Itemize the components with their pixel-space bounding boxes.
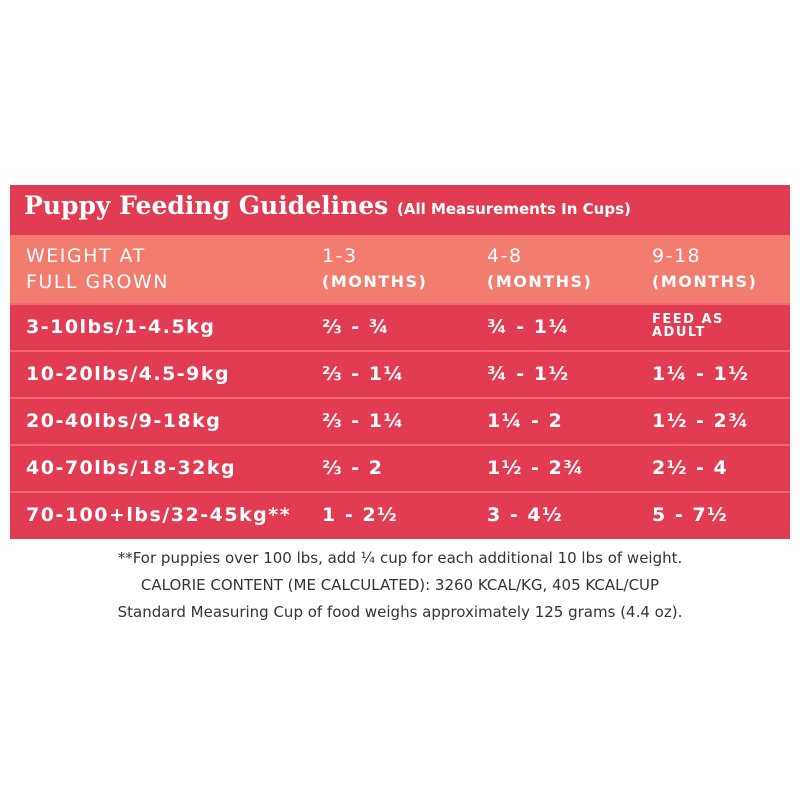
table-cell: 3 - 4½ [487,504,564,526]
table-cell: 1¼ - 2 [487,410,564,432]
header-line: 9-18 [652,245,702,267]
table-row: 70-100+lbs/32-45kg** 1 - 2½ 3 - 4½ 5 - 7½ [10,491,790,538]
table-cell: 40-70lbs/18-32kg [26,457,237,479]
header-line: (MONTHS) [322,272,428,291]
header-line: 4-8 [487,245,523,267]
notes: **For puppies over 100 lbs, add ¼ cup fo… [0,545,800,626]
header-line: 1-3 [322,245,358,267]
subtitle: (All Measurements In Cups) [396,200,631,218]
header-line: (MONTHS) [487,272,593,291]
header-line: (MONTHS) [652,272,758,291]
table-cell: ⅔ - 2 [322,457,384,479]
table-cell: ¾ - 1¼ [487,316,570,338]
header-line: WEIGHT AT [26,245,146,267]
table-cell: 1½ - 2¾ [487,457,585,479]
table-cell: 1½ - 2¾ [652,410,750,432]
table-cell: ⅔ - 1¼ [322,363,405,385]
table-cell: FEED AS ADULT [652,312,724,340]
note-line: **For puppies over 100 lbs, add ¼ cup fo… [117,549,683,567]
table-row: 10-20lbs/4.5-9kg ⅔ - 1¼ ¾ - 1½ 1¼ - 1½ [10,350,790,397]
header-cell: 9-18 (MONTHS) [652,243,757,295]
table-row: 40-70lbs/18-32kg ⅔ - 2 1½ - 2¾ 2½ - 4 [10,444,790,491]
feeding-table: Puppy Feeding Guidelines (All Measuremen… [10,185,790,539]
table-cell: ¾ - 1½ [487,363,570,385]
table-row: 20-40lbs/9-18kg ⅔ - 1¼ 1¼ - 2 1½ - 2¾ [10,397,790,444]
title: Puppy Feeding Guidelines [24,191,389,220]
table-cell: 70-100+lbs/32-45kg** [26,504,292,526]
header-cell: 4-8 (MONTHS) [487,243,592,295]
table-cell: 5 - 7½ [652,504,729,526]
table-cell: ⅔ - ¾ [322,316,390,338]
table-cell: 20-40lbs/9-18kg [26,410,222,432]
title-bar: Puppy Feeding Guidelines (All Measuremen… [24,191,631,220]
table-row: 3-10lbs/1-4.5kg ⅔ - ¾ ¾ - 1¼ FEED AS ADULT [10,303,790,350]
table-cell: 3-10lbs/1-4.5kg [26,316,216,338]
table-cell: 2½ - 4 [652,457,729,479]
note-line: CALORIE CONTENT (ME CALCULATED): 3260 KC… [140,576,660,594]
header-row: WEIGHT AT FULL GROWN 1-3 (MONTHS) 4-8 (MONTHS… [10,235,790,303]
table-cell: 10-20lbs/4.5-9kg [26,363,231,385]
table-cell: 1¼ - 1½ [652,363,750,385]
header-cell: WEIGHT AT FULL GROWN [26,243,169,295]
header-line: FULL GROWN [26,271,169,293]
table-cell: 1 - 2½ [322,504,399,526]
table-cell: ⅔ - 1¼ [322,410,405,432]
header-cell: 1-3 (MONTHS) [322,243,427,295]
note-line: Standard Measuring Cup of food weighs ap… [117,603,683,621]
